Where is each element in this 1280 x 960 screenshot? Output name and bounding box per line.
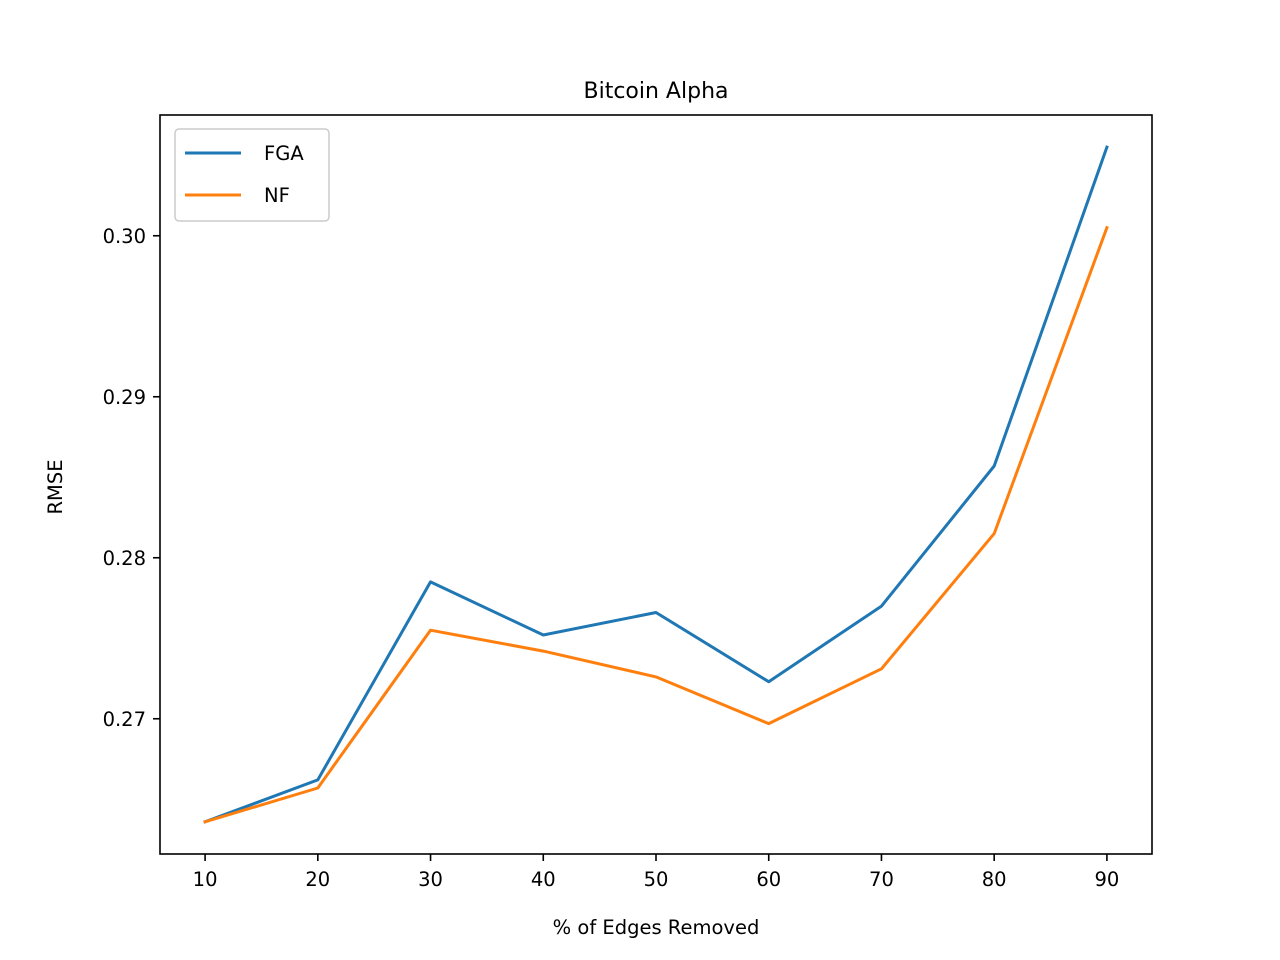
y-tick-label: 0.29: [103, 386, 146, 409]
legend-label-nf: NF: [264, 184, 290, 207]
x-tick-label: 30: [418, 868, 443, 891]
x-axis-label: % of Edges Removed: [553, 916, 760, 939]
x-tick-label: 90: [1094, 868, 1119, 891]
series-line-nf: [203, 225, 1109, 824]
chart-title: Bitcoin Alpha: [584, 79, 729, 104]
y-tick-label: 0.30: [103, 225, 146, 248]
x-tick-label: 40: [531, 868, 556, 891]
y-axis-label: RMSE: [44, 459, 67, 514]
legend-box: [174, 128, 330, 222]
y-axis: 0.27 0.28 0.29 0.30: [103, 225, 160, 731]
x-tick-label: 70: [869, 868, 894, 891]
x-tick-label: 60: [756, 868, 781, 891]
x-tick-label: 20: [305, 868, 330, 891]
plot-lines: [203, 145, 1109, 824]
x-tick-label: 10: [193, 868, 218, 891]
series-line-fga: [203, 145, 1109, 824]
plot-frame: [159, 114, 1153, 855]
x-tick-label: 50: [644, 868, 669, 891]
x-tick-label: 80: [982, 868, 1007, 891]
x-axis: 10 20 30 40 50 60 70 80 90: [193, 854, 1119, 891]
y-tick-label: 0.28: [103, 547, 146, 570]
legend-label-fga: FGA: [264, 142, 304, 165]
legend: FGA NF: [174, 128, 330, 222]
y-tick-label: 0.27: [103, 708, 146, 731]
